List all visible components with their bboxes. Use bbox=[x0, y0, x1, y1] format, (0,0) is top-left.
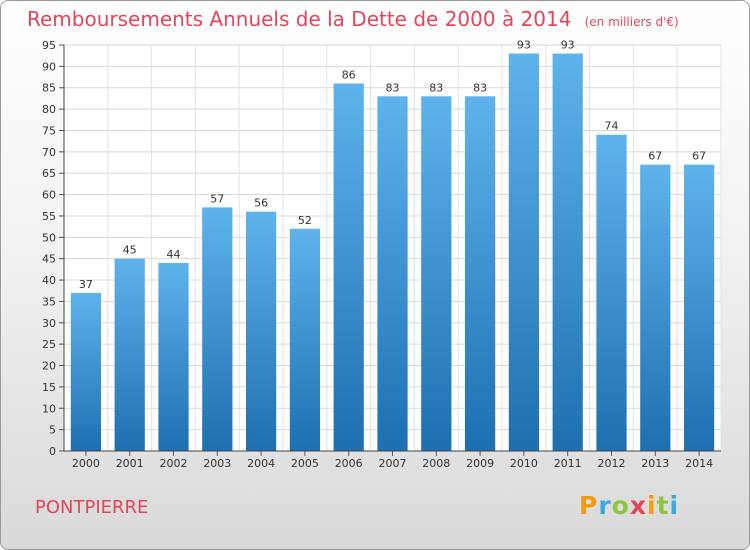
data-label: 52 bbox=[298, 214, 312, 227]
x-tick-label: 2006 bbox=[335, 457, 363, 470]
x-tick-label: 2014 bbox=[685, 457, 713, 470]
y-tick-label: 75 bbox=[42, 124, 56, 137]
x-tick-label: 2010 bbox=[510, 457, 538, 470]
data-label: 56 bbox=[254, 197, 268, 210]
chart-subtitle: (en milliers d'€) bbox=[584, 15, 679, 29]
y-tick-label: 80 bbox=[42, 103, 56, 116]
bar-2010 bbox=[508, 53, 540, 452]
y-tick-label: 10 bbox=[42, 402, 56, 415]
data-label: 86 bbox=[342, 68, 356, 81]
data-label: 67 bbox=[648, 150, 662, 163]
y-tick-label: 65 bbox=[42, 167, 56, 180]
x-tick-label: 2002 bbox=[160, 457, 188, 470]
bar-2014 bbox=[683, 164, 715, 452]
title-line: Remboursements Annuels de la Dette de 20… bbox=[27, 7, 679, 31]
bar-2005 bbox=[289, 228, 321, 451]
x-tick-label: 2001 bbox=[116, 457, 144, 470]
y-tick-label: 70 bbox=[42, 146, 56, 159]
x-tick-label: 2003 bbox=[203, 457, 231, 470]
bar-2001 bbox=[114, 258, 145, 451]
bar-2003 bbox=[202, 207, 233, 451]
bar-2006 bbox=[333, 83, 364, 451]
y-tick-label: 15 bbox=[42, 381, 56, 394]
y-tick-label: 50 bbox=[42, 231, 56, 244]
bar-2004 bbox=[245, 211, 277, 451]
data-label: 57 bbox=[210, 192, 224, 205]
logo-letter: i bbox=[647, 491, 657, 520]
y-tick-label: 85 bbox=[42, 82, 56, 95]
y-tick-label: 25 bbox=[42, 338, 56, 351]
bar-2013 bbox=[640, 164, 671, 452]
bar-2002 bbox=[158, 262, 189, 451]
x-tick-label: 2009 bbox=[466, 457, 494, 470]
bar-2011 bbox=[552, 53, 583, 452]
y-tick-label: 45 bbox=[42, 253, 56, 266]
x-tick-label: 2000 bbox=[72, 457, 100, 470]
logo-letter: i bbox=[669, 491, 680, 520]
data-label: 45 bbox=[123, 244, 137, 257]
y-tick-label: 55 bbox=[42, 210, 56, 223]
y-tick-label: 30 bbox=[42, 317, 56, 330]
y-tick-label: 95 bbox=[42, 39, 56, 52]
x-tick-label: 2008 bbox=[422, 457, 450, 470]
bar-2000 bbox=[70, 292, 102, 451]
y-tick-label: 5 bbox=[49, 424, 56, 437]
x-tick-label: 2004 bbox=[247, 457, 275, 470]
x-tick-label: 2007 bbox=[379, 457, 407, 470]
data-label: 83 bbox=[386, 81, 400, 94]
x-tick-label: 2011 bbox=[554, 457, 582, 470]
data-label: 67 bbox=[692, 150, 706, 163]
y-tick-label: 60 bbox=[42, 189, 56, 202]
logo-letter: x bbox=[629, 491, 647, 520]
x-tick-label: 2012 bbox=[598, 457, 626, 470]
data-label: 83 bbox=[429, 81, 443, 94]
bar-2009 bbox=[464, 96, 496, 451]
bar-2008 bbox=[421, 96, 452, 451]
y-tick-label: 90 bbox=[42, 60, 56, 73]
logo-letter: o bbox=[611, 491, 630, 520]
x-tick-label: 2013 bbox=[641, 457, 669, 470]
logo-letter: P bbox=[579, 491, 599, 520]
x-tick-label: 2005 bbox=[291, 457, 319, 470]
data-label: 93 bbox=[561, 39, 575, 52]
data-label: 44 bbox=[167, 248, 181, 261]
logo-letter: t bbox=[656, 491, 670, 520]
data-label: 74 bbox=[605, 120, 619, 133]
y-tick-label: 40 bbox=[42, 274, 56, 287]
bar-2012 bbox=[596, 134, 627, 451]
commune-name: PONTPIERRE bbox=[35, 497, 149, 518]
data-label: 83 bbox=[473, 81, 487, 94]
y-tick-label: 20 bbox=[42, 360, 56, 373]
logo-letter: r bbox=[598, 491, 612, 520]
proxiti-logo: Proxiti bbox=[579, 491, 679, 520]
y-tick-label: 0 bbox=[49, 445, 56, 458]
data-label: 93 bbox=[517, 39, 531, 52]
bar-2007 bbox=[377, 96, 408, 451]
y-tick-label: 35 bbox=[42, 295, 56, 308]
data-label: 37 bbox=[79, 278, 93, 291]
chart-title: Remboursements Annuels de la Dette de 20… bbox=[27, 7, 572, 31]
